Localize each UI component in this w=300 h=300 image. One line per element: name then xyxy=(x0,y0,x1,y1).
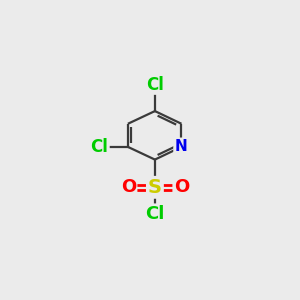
Text: Cl: Cl xyxy=(91,138,108,156)
Text: Cl: Cl xyxy=(146,76,164,94)
Text: S: S xyxy=(148,178,162,197)
Text: O: O xyxy=(121,178,136,196)
Text: O: O xyxy=(174,178,189,196)
Text: Cl: Cl xyxy=(145,205,165,223)
Text: N: N xyxy=(175,140,188,154)
